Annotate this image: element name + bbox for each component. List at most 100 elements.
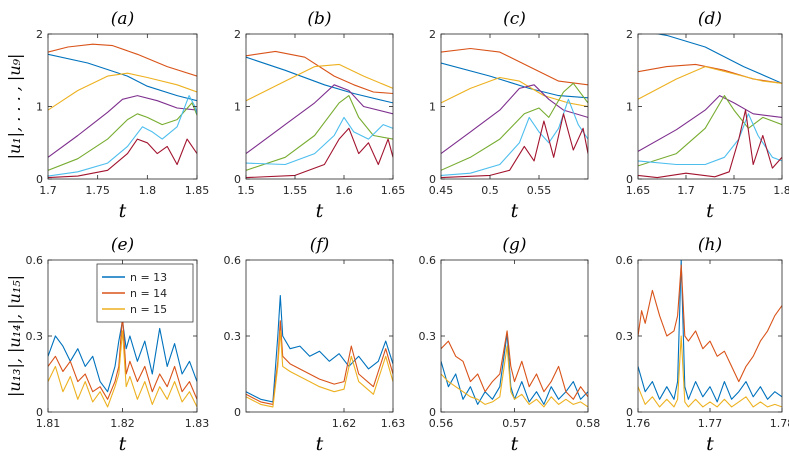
series-line-u6 bbox=[246, 116, 393, 166]
y-tick-label: 1 bbox=[429, 101, 436, 114]
x-tick-label: 1.85 bbox=[185, 184, 210, 197]
series-line-u1 bbox=[246, 56, 393, 104]
y-tick-label: 2 bbox=[36, 28, 43, 41]
x-tick-label: 1.7 bbox=[39, 184, 57, 197]
x-axis-label: t bbox=[119, 433, 127, 455]
x-tick-label: 0.56 bbox=[429, 417, 454, 430]
y-axis-label: |u₁₃|, |u₁₄|, |u₁₅| bbox=[5, 275, 24, 397]
axes-box bbox=[440, 259, 589, 413]
x-tick-label: 1.82 bbox=[110, 417, 135, 430]
y-tick-label: 1 bbox=[36, 101, 43, 114]
y-tick-label: 0.3 bbox=[616, 330, 634, 343]
y-tick-label: 2 bbox=[626, 28, 633, 41]
series-line-n14 bbox=[48, 315, 197, 400]
x-tick-label: 0.58 bbox=[576, 417, 601, 430]
x-axis-label: t bbox=[706, 200, 714, 222]
panel-f: 1.62 1.63 0 0.3 0.6 (f) t bbox=[224, 235, 406, 455]
x-tick-label: 1.75 bbox=[85, 184, 110, 197]
axes-box bbox=[245, 33, 394, 180]
series-line-u7 bbox=[246, 127, 393, 179]
x-tick-label: 1.62 bbox=[332, 417, 357, 430]
panel-g: 0.56 0.57 0.58 0 0.3 0.6 (g) t bbox=[419, 235, 601, 455]
series-line-u4 bbox=[48, 95, 197, 158]
y-tick-label: 0.6 bbox=[26, 254, 44, 267]
x-tick-label: 1.8 bbox=[139, 184, 157, 197]
x-axis-label: t bbox=[316, 200, 324, 222]
series-line-u6 bbox=[441, 98, 588, 176]
series-line-u3 bbox=[48, 72, 197, 111]
panel-d: 1.65 1.7 1.75 1.8 0 1 2 (d) t bbox=[626, 9, 789, 222]
series-line-n15 bbox=[48, 330, 197, 408]
panel-title: (f) bbox=[310, 235, 330, 255]
y-tick-label: 0.3 bbox=[224, 330, 242, 343]
series-line-u4 bbox=[246, 84, 393, 155]
panel-title: (a) bbox=[111, 9, 134, 29]
y-tick-label: 0 bbox=[36, 406, 43, 419]
panel-b: 1.5 1.55 1.6 1.65 0 1 2 (b) t bbox=[234, 9, 405, 222]
y-tick-label: 0 bbox=[429, 173, 436, 186]
series-line-u1 bbox=[441, 62, 588, 99]
y-tick-label: 0.6 bbox=[419, 254, 437, 267]
y-tick-label: 0 bbox=[626, 406, 633, 419]
panel-c: 0.45 0.5 0.55 0 1 2 (c) t bbox=[429, 9, 589, 222]
series-line-u6 bbox=[48, 95, 197, 177]
panel-title: (d) bbox=[698, 9, 722, 29]
series-line-n15 bbox=[441, 345, 588, 408]
axes-box bbox=[637, 33, 783, 180]
series-line-u4 bbox=[638, 95, 782, 152]
series-line-u3 bbox=[246, 63, 393, 102]
series-line-u5 bbox=[638, 95, 782, 167]
series-line-u3 bbox=[638, 66, 782, 100]
series-line-u5 bbox=[441, 82, 588, 171]
panel-title: (g) bbox=[502, 235, 526, 255]
panel-title: (e) bbox=[111, 235, 134, 255]
legend-entry: n = 14 bbox=[130, 287, 167, 300]
x-tick-label: 1.63 bbox=[381, 417, 406, 430]
series-line-n13 bbox=[246, 294, 393, 403]
x-axis-label: t bbox=[511, 200, 519, 222]
x-axis-label: t bbox=[706, 433, 714, 455]
series-line-u7 bbox=[48, 138, 197, 179]
x-tick-label: 1.81 bbox=[36, 417, 61, 430]
y-tick-label: 2 bbox=[234, 28, 241, 41]
x-axis-label: t bbox=[119, 200, 127, 222]
x-tick-label: 1.8 bbox=[773, 184, 789, 197]
series-line-u1 bbox=[655, 34, 782, 84]
series-line-u7 bbox=[638, 109, 782, 179]
x-tick-label: 1.5 bbox=[237, 184, 255, 197]
x-tick-label: 0.57 bbox=[502, 417, 527, 430]
y-tick-label: 0.3 bbox=[419, 330, 437, 343]
y-tick-label: 0.3 bbox=[26, 330, 44, 343]
x-tick-label: 1.65 bbox=[626, 184, 651, 197]
legend-entry: n = 13 bbox=[130, 271, 167, 284]
series-line-u2 bbox=[48, 43, 197, 77]
panel-a: 1.7 1.75 1.8 1.85 0 1 2 (a) t |u₁|, . . . , |u₉| bbox=[5, 9, 209, 222]
x-tick-label: 1.78 bbox=[770, 417, 789, 430]
series-line-u7 bbox=[441, 113, 588, 179]
series-line-u5 bbox=[48, 102, 197, 171]
y-tick-label: 0.6 bbox=[224, 254, 242, 267]
x-tick-label: 1.65 bbox=[381, 184, 406, 197]
y-tick-label: 0 bbox=[36, 173, 43, 186]
panel-title: (h) bbox=[698, 235, 722, 255]
x-tick-label: 1.75 bbox=[722, 184, 747, 197]
x-tick-label: 1.77 bbox=[698, 417, 723, 430]
x-tick-label: 1.76 bbox=[626, 417, 651, 430]
series-line-n13 bbox=[441, 332, 588, 405]
y-axis-label: |u₁|, . . . , |u₉| bbox=[5, 54, 24, 160]
y-tick-label: 0 bbox=[234, 406, 241, 419]
y-tick-label: 2 bbox=[429, 28, 436, 41]
series-line-u4 bbox=[441, 84, 588, 155]
series-line-u2 bbox=[246, 50, 393, 95]
series-line-n13 bbox=[638, 260, 782, 403]
y-tick-label: 0 bbox=[429, 406, 436, 419]
panel-title: (c) bbox=[503, 9, 526, 29]
y-tick-label: 0 bbox=[234, 173, 241, 186]
series-line-n15 bbox=[638, 335, 782, 408]
y-tick-label: 1 bbox=[626, 101, 633, 114]
x-axis-label: t bbox=[316, 433, 324, 455]
legend: n = 13 n = 14 n = 15 bbox=[96, 263, 194, 323]
x-tick-label: 1.7 bbox=[677, 184, 695, 197]
series-line-u5 bbox=[246, 95, 393, 171]
